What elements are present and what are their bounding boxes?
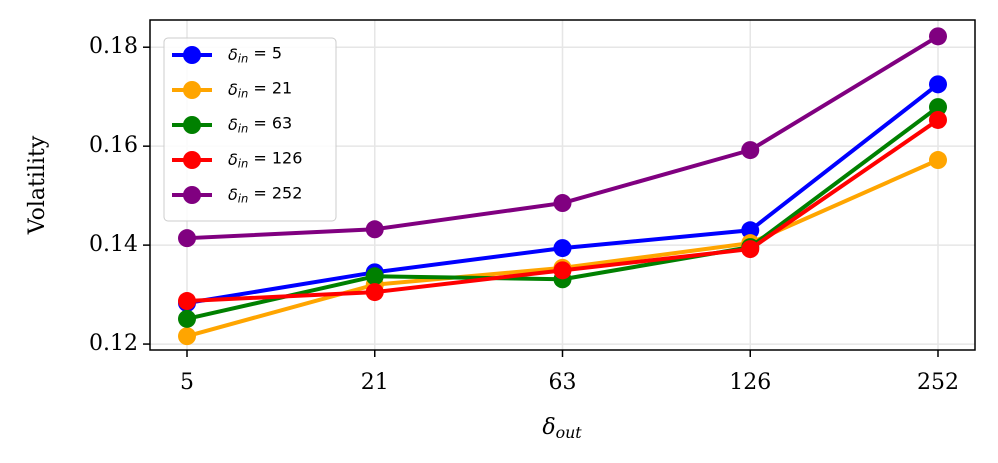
legend-label: δin = 5 (228, 43, 282, 65)
y-tick-label: 0.12 (89, 331, 138, 356)
y-tick-label: 0.14 (89, 232, 138, 257)
x-tick-label: 63 (549, 370, 577, 395)
x-tick-label: 5 (180, 370, 194, 395)
legend-label: δin = 126 (228, 148, 302, 170)
data-point (741, 221, 760, 240)
legend-box (163, 37, 337, 222)
y-tick-label: 0.18 (89, 34, 138, 59)
legend-marker (183, 81, 201, 99)
data-point (741, 141, 760, 160)
data-point (929, 98, 947, 117)
data-point (929, 27, 947, 46)
x-axis-label: δout (542, 415, 582, 441)
data-point (553, 261, 572, 280)
legend-marker (183, 186, 201, 204)
legend: δin = 5 δin = 21 δin = 63 δin = 126 δin = 25… (163, 37, 337, 222)
data-point (553, 239, 572, 258)
y-tick-label: 0.16 (89, 133, 138, 158)
axes: 0.12 0.14 0.16 0.18 5 21 63 126 252 (89, 34, 959, 395)
data-point (365, 267, 384, 286)
data-point (929, 75, 947, 94)
legend-marker (183, 151, 201, 169)
y-axis-label: Volatility (25, 135, 50, 235)
data-point (178, 327, 196, 346)
x-tick-label: 126 (729, 370, 771, 395)
data-point (178, 292, 196, 311)
data-point (178, 229, 196, 248)
data-point (929, 110, 947, 129)
data-point (178, 309, 196, 328)
legend-label: δin = 21 (228, 78, 292, 100)
data-point (929, 151, 947, 170)
data-point (365, 283, 384, 302)
legend-marker (183, 46, 201, 64)
data-point (741, 240, 760, 259)
x-tick-label: 252 (917, 370, 959, 395)
legend-marker (183, 116, 201, 134)
data-point (365, 220, 384, 239)
legend-label: δin = 252 (228, 183, 302, 205)
legend-label: δin = 63 (228, 113, 292, 135)
data-point (553, 194, 572, 213)
x-tick-label: 21 (361, 370, 389, 395)
plot (178, 27, 947, 346)
